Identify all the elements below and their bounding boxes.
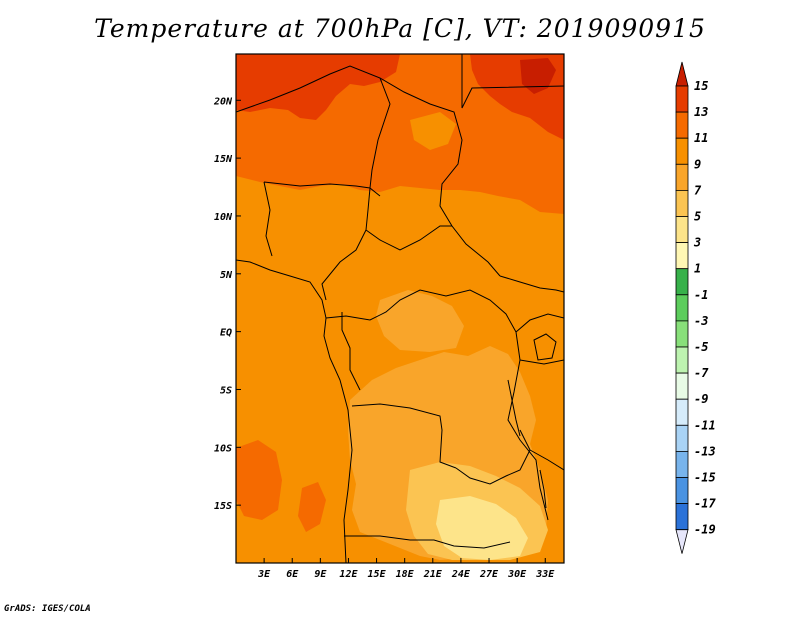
colorbar-swatch — [675, 163, 689, 191]
colorbar-label: 1 — [694, 262, 701, 276]
colorbar-label: -1 — [694, 288, 708, 302]
colorbar-swatch — [675, 503, 689, 531]
lon-tick-label: 6E — [286, 569, 299, 580]
colorbar-swatch — [675, 242, 689, 270]
colorbar-swatch — [675, 137, 689, 165]
lat-tick-label: EQ — [220, 328, 232, 339]
colorbar-swatch — [675, 477, 689, 505]
map-axes: 3E 6E 9E 12E 15E 18E 21E 24E 27E 30E 33E 20N 15N 10N 5… — [213, 96, 555, 580]
colorbar-label: -9 — [694, 392, 708, 406]
lon-tick-label: 27E — [479, 569, 499, 580]
boundary-mozambique — [529, 449, 564, 471]
field-15-ne — [520, 58, 556, 94]
colorbar-swatch — [675, 398, 689, 426]
colorbar-top-arrow — [675, 61, 689, 87]
colorbar-bottom-arrow — [675, 529, 689, 554]
boundaries — [236, 54, 564, 563]
colorbar-swatch — [675, 85, 689, 113]
boundary-tanzania — [519, 359, 564, 365]
field-13-15-nw — [236, 54, 400, 120]
colorbar-swatch — [675, 346, 689, 374]
temperature-field — [236, 54, 564, 563]
colorbar-swatch — [675, 111, 689, 139]
field-3-5-south — [436, 496, 528, 560]
boundary-angola-namibia — [344, 535, 511, 549]
colorbar-label: -13 — [694, 444, 716, 458]
lon-tick-label: 30E — [507, 569, 527, 580]
field-11-13-atlantic — [236, 440, 282, 520]
lon-tick-label: 33E — [535, 569, 555, 580]
colorbar-swatch — [675, 424, 689, 452]
field-9-11-sahel-patch — [410, 112, 456, 150]
colorbar-label: -3 — [694, 314, 708, 328]
boundary-congo — [325, 289, 517, 333]
colorbar-label: 5 — [694, 210, 701, 224]
colorbar-swatch — [675, 294, 689, 322]
lon-tick-label: 9E — [314, 569, 327, 580]
colorbar: 15 13 11 9 7 5 3 1 -1 -3 -5 -7 -9 -11 -13 -15 -17 -19 — [675, 61, 716, 554]
colorbar-swatch — [675, 216, 689, 244]
boundary-nigeria — [263, 181, 371, 257]
colorbar-swatch — [675, 450, 689, 478]
lon-tick-label: 18E — [396, 569, 415, 580]
boundary-car — [365, 225, 452, 251]
colorbar-label: 11 — [694, 131, 708, 145]
colorbar-label: -11 — [694, 418, 716, 432]
colorbar-label: -7 — [694, 366, 709, 380]
lat-tick-label: 10N — [214, 212, 233, 223]
field-7-9-patch-north — [376, 290, 464, 352]
colorbar-label: 15 — [694, 79, 708, 93]
colorbar-label: 3 — [693, 236, 701, 250]
boundary-kenya-uganda — [515, 313, 564, 333]
colorbar-label: -19 — [694, 523, 716, 537]
boundary-east-rift — [507, 331, 549, 521]
lon-tick-label: 15E — [368, 569, 387, 580]
colorbar-label: -5 — [694, 340, 708, 354]
field-11-13-patch-sw — [298, 482, 326, 532]
map-title: Temperature at 700hPa [C], VT: 201909091… — [94, 14, 706, 43]
colorbar-swatch — [675, 320, 689, 348]
boundary-sudan-ethiopia — [499, 275, 564, 293]
grads-credit: GrADS: IGES/COLA — [4, 604, 91, 614]
lat-tick-label: 5N — [220, 270, 233, 281]
lon-tick-label: 21E — [423, 569, 443, 580]
boundary-chad-sudan — [379, 77, 501, 277]
colorbar-swatch — [675, 268, 689, 296]
colorbar-swatch — [675, 189, 689, 217]
lake-victoria — [533, 333, 557, 361]
lon-tick-label: 3E — [257, 569, 271, 580]
boundary-cameroon — [321, 187, 371, 301]
boundary-gabon — [341, 312, 361, 391]
coastline-west-africa — [236, 259, 353, 563]
lon-tick-label: 24E — [451, 569, 471, 580]
lat-tick-label: 5S — [220, 385, 232, 396]
lat-tick-label: 15S — [214, 501, 232, 512]
lake-malawi — [539, 469, 547, 509]
colorbar-label: 13 — [694, 105, 708, 119]
colorbar-label: -15 — [694, 471, 716, 485]
boundary-libya-egypt — [461, 54, 564, 109]
map-frame — [235, 53, 565, 564]
colorbar-label: -17 — [694, 497, 716, 511]
colorbar-label: 7 — [694, 183, 702, 197]
colorbar-swatch — [675, 372, 689, 400]
lat-tick-label: 20N — [213, 96, 233, 107]
boundary-drc-angola — [351, 403, 457, 469]
colorbar-label: 9 — [694, 157, 701, 171]
lat-tick-label: 10S — [214, 443, 232, 454]
lat-tick-label: 15N — [214, 154, 233, 165]
lake-tanganyika — [507, 379, 521, 437]
lon-tick-label: 12E — [339, 569, 358, 580]
